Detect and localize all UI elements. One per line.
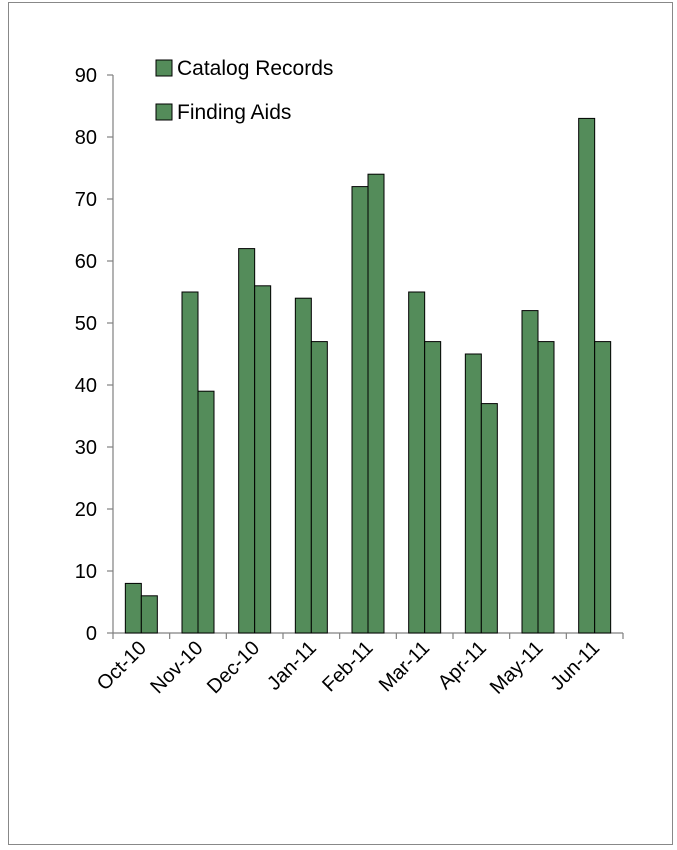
bar-finding-aids bbox=[480, 403, 498, 634]
bar-catalog-records bbox=[521, 310, 539, 634]
y-tick-label: 50 bbox=[75, 313, 97, 335]
bar-catalog-records bbox=[238, 248, 256, 634]
bar-finding-aids bbox=[310, 341, 328, 634]
legend-swatch bbox=[155, 103, 173, 121]
y-tick-label: 40 bbox=[75, 375, 97, 397]
y-tick-label: 70 bbox=[75, 189, 97, 211]
bar-catalog-records bbox=[578, 117, 596, 634]
y-tick-label: 80 bbox=[75, 127, 97, 149]
legend: Catalog Records Finding Aids bbox=[155, 57, 333, 124]
x-tick-label: Jun-11 bbox=[546, 637, 604, 695]
bar-catalog-records bbox=[408, 291, 426, 634]
bar-finding-aids bbox=[197, 390, 215, 634]
x-tick-label: Apr-11 bbox=[434, 637, 491, 694]
y-tick-label: 30 bbox=[75, 437, 97, 459]
bar-catalog-records bbox=[124, 582, 142, 634]
bar-catalog-records bbox=[294, 297, 312, 634]
bar-finding-aids bbox=[537, 341, 555, 634]
bar-finding-aids bbox=[140, 595, 158, 634]
legend-label: Catalog Records bbox=[177, 57, 333, 80]
bar-catalog-records bbox=[181, 291, 199, 634]
bars bbox=[124, 117, 612, 634]
bar-finding-aids bbox=[424, 341, 442, 634]
bar-finding-aids bbox=[254, 285, 272, 634]
bar-catalog-records bbox=[464, 353, 482, 634]
legend-swatch bbox=[155, 59, 173, 77]
x-tick-label: Jan-11 bbox=[263, 637, 321, 695]
chart-frame: 0 10 20 30 40 50 60 70 80 90 Oct-10 Nov-10 Dec-10 Ja… bbox=[8, 2, 673, 845]
x-tick-label: Oct-10 bbox=[93, 637, 151, 695]
bar-chart: 0 10 20 30 40 50 60 70 80 90 Oct-10Nov-10Dec-10Ja… bbox=[75, 57, 624, 699]
x-tick-label: Nov-10 bbox=[146, 637, 207, 698]
y-tick-label: 0 bbox=[86, 623, 97, 645]
bar-catalog-records bbox=[351, 186, 369, 634]
x-tick-label: May-11 bbox=[486, 637, 548, 699]
x-tick-label: Feb-11 bbox=[318, 637, 377, 696]
x-tick-label: Dec-10 bbox=[203, 637, 264, 698]
y-tick-label: 10 bbox=[75, 561, 97, 583]
y-tick-label: 20 bbox=[75, 499, 97, 521]
y-tick-label: 60 bbox=[75, 251, 97, 273]
y-axis-ticks: 0 10 20 30 40 50 60 70 80 90 bbox=[75, 65, 113, 645]
y-tick-label: 90 bbox=[75, 65, 97, 87]
bar-finding-aids bbox=[367, 173, 385, 634]
x-tick-label: Mar-11 bbox=[375, 637, 434, 696]
legend-label: Finding Aids bbox=[177, 101, 291, 124]
bar-finding-aids bbox=[594, 341, 612, 634]
